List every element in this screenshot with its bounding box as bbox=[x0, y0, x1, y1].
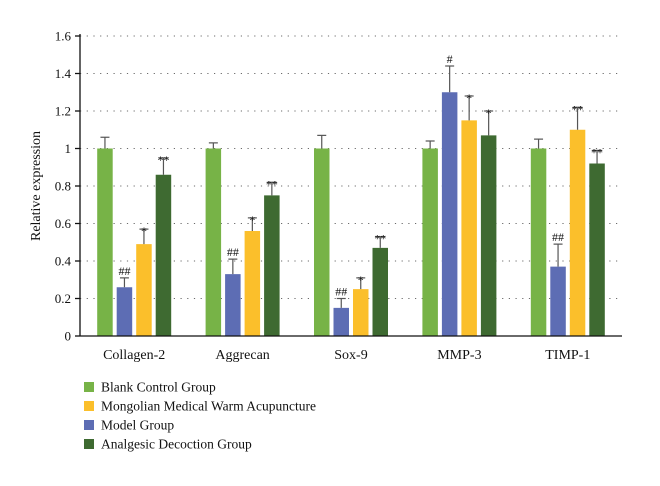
significance-label: * bbox=[466, 91, 472, 105]
y-tick-label: 1.2 bbox=[55, 104, 71, 119]
x-category-label: Collagen-2 bbox=[103, 348, 165, 363]
legend-swatch bbox=[84, 401, 94, 411]
bar bbox=[480, 135, 497, 336]
error-bar bbox=[158, 157, 168, 175]
bar bbox=[441, 92, 458, 336]
x-category-labels: Collagen-2 Aggrecan Sox-9 MMP-3 TIMP-1 bbox=[103, 348, 590, 363]
x-category-label: Aggrecan bbox=[215, 348, 269, 363]
y-tick-label: 0 bbox=[65, 329, 72, 344]
significance-label: * bbox=[141, 224, 147, 238]
legend-entry: Model Group bbox=[84, 418, 174, 433]
significance-label: * bbox=[358, 273, 364, 287]
y-axis-label: Relative expression bbox=[29, 131, 44, 241]
bar bbox=[589, 163, 605, 336]
error-bars bbox=[100, 65, 602, 308]
error-bar bbox=[336, 297, 346, 308]
error-bar bbox=[464, 95, 474, 121]
x-category-label: MMP-3 bbox=[437, 348, 481, 363]
bar bbox=[97, 148, 113, 336]
significance-label: ** bbox=[374, 232, 386, 246]
bar bbox=[550, 266, 566, 336]
significance-label: * bbox=[249, 213, 255, 227]
y-tick-label: 0.2 bbox=[55, 291, 71, 306]
legend-label: Model Group bbox=[101, 418, 174, 433]
y-tick-label: 0.4 bbox=[55, 254, 72, 269]
bar bbox=[155, 174, 172, 336]
bar bbox=[116, 287, 133, 336]
bar bbox=[244, 231, 261, 336]
bars bbox=[97, 92, 605, 336]
error-bar bbox=[573, 106, 583, 130]
error-bar bbox=[100, 136, 110, 149]
bar bbox=[225, 274, 241, 336]
error-bar bbox=[247, 217, 257, 231]
significance-label: ## bbox=[552, 230, 564, 244]
error-bar bbox=[445, 65, 455, 93]
axes bbox=[79, 34, 622, 337]
bar bbox=[136, 244, 152, 336]
error-bar bbox=[119, 277, 129, 288]
error-bar bbox=[375, 236, 385, 248]
significance-annotations: ##***##***##***#**##**** bbox=[118, 52, 603, 299]
y-tick-label: 0.8 bbox=[55, 179, 71, 194]
y-tick-label: 1.6 bbox=[55, 29, 72, 44]
error-bar bbox=[356, 277, 366, 290]
significance-label: # bbox=[447, 52, 453, 66]
bar bbox=[422, 148, 438, 336]
bar bbox=[530, 148, 547, 336]
significance-label: ## bbox=[227, 245, 239, 259]
significance-label: * bbox=[486, 106, 492, 120]
bar bbox=[264, 195, 280, 336]
significance-label: ## bbox=[118, 264, 130, 278]
error-bar bbox=[267, 181, 277, 196]
legend-label: Blank Control Group bbox=[101, 380, 216, 395]
legend-swatch bbox=[84, 439, 94, 449]
error-bar bbox=[592, 149, 602, 164]
error-bar bbox=[228, 258, 238, 275]
bar bbox=[461, 120, 477, 336]
significance-label: ## bbox=[335, 285, 347, 299]
bar bbox=[569, 129, 586, 336]
x-category-label: TIMP-1 bbox=[545, 348, 590, 363]
bar bbox=[372, 247, 388, 336]
significance-label: ** bbox=[591, 145, 603, 159]
error-bar bbox=[208, 142, 218, 149]
y-tick-labels: 0 0.2 0.4 0.6 0.8 1 1.2 1.4 1.6 bbox=[55, 29, 80, 344]
legend-label: Mongolian Medical Warm Acupuncture bbox=[101, 399, 316, 414]
y-tick-label: 1.4 bbox=[55, 66, 72, 81]
bar bbox=[353, 289, 369, 336]
bar bbox=[314, 148, 330, 336]
error-bar bbox=[317, 134, 327, 149]
legend-entry: Mongolian Medical Warm Acupuncture bbox=[84, 399, 316, 414]
legend-swatch bbox=[84, 382, 94, 392]
y-tick-label: 0.6 bbox=[55, 216, 72, 231]
bar bbox=[205, 148, 222, 336]
significance-label: ** bbox=[266, 177, 278, 191]
legend-entry: Analgesic Decoction Group bbox=[84, 437, 252, 452]
legend-swatch bbox=[84, 420, 94, 430]
significance-label: ** bbox=[157, 153, 169, 167]
significance-label: ** bbox=[572, 102, 584, 116]
error-bar bbox=[139, 228, 149, 245]
legend-label: Analgesic Decoction Group bbox=[101, 437, 252, 452]
bar bbox=[333, 307, 349, 336]
legend-entry: Blank Control Group bbox=[84, 380, 216, 395]
error-bar bbox=[553, 243, 563, 267]
legend: Blank Control Group Mongolian Medical War… bbox=[84, 380, 316, 452]
x-category-label: Sox-9 bbox=[334, 348, 367, 363]
error-bar bbox=[484, 110, 494, 136]
error-bar bbox=[425, 140, 435, 149]
y-tick-label: 1 bbox=[65, 141, 72, 156]
error-bar bbox=[534, 138, 544, 149]
